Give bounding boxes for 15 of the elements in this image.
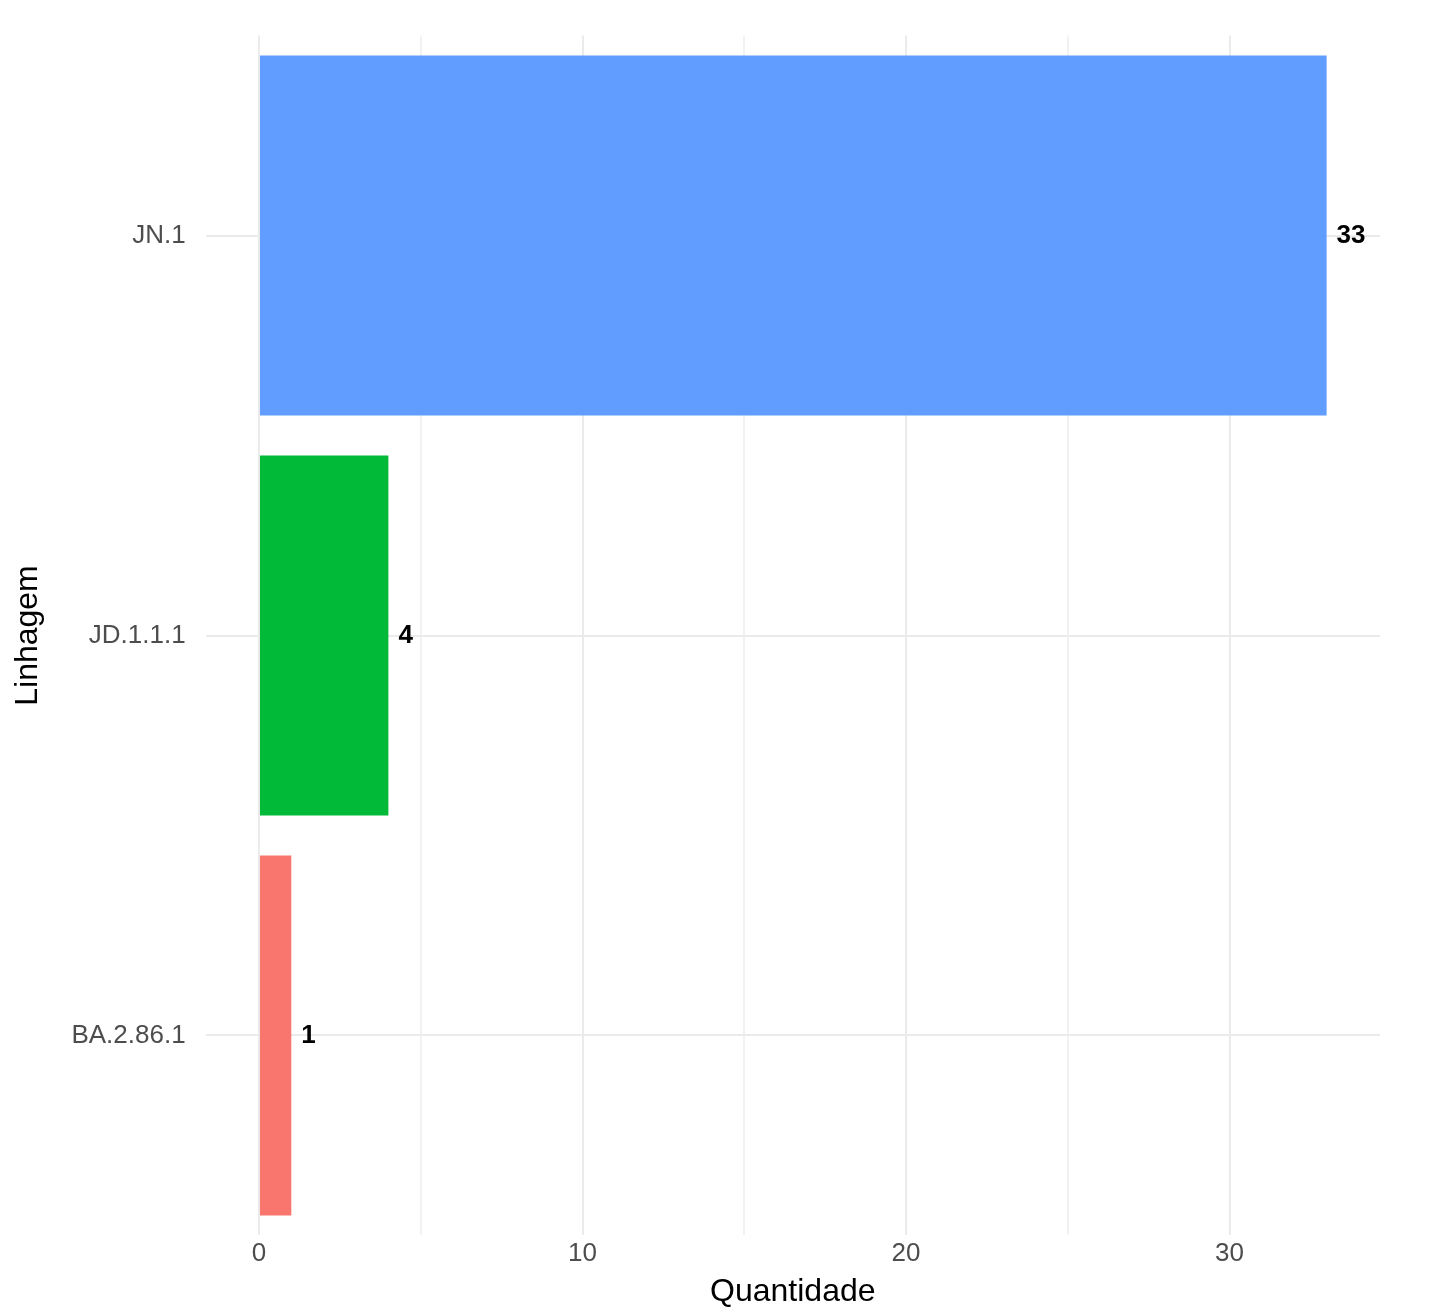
y-tick-label: BA.2.86.1 bbox=[71, 1018, 186, 1049]
y-tick-label: JN.1 bbox=[132, 218, 186, 249]
x-tick-label: 20 bbox=[891, 1237, 921, 1268]
data-label: 4 bbox=[398, 618, 414, 649]
bar bbox=[259, 55, 1327, 416]
x-axis-title: Quantidade bbox=[710, 1271, 876, 1308]
data-label: 33 bbox=[1336, 218, 1366, 249]
y-tick-label: JD.1.1.1 bbox=[88, 618, 186, 649]
x-tick-label: 30 bbox=[1215, 1237, 1245, 1268]
y-axis-title: Linhagem bbox=[8, 565, 45, 706]
x-tick-label: 0 bbox=[251, 1237, 267, 1268]
bar bbox=[259, 455, 389, 816]
data-label: 1 bbox=[301, 1018, 316, 1049]
x-tick-label: 10 bbox=[568, 1237, 597, 1268]
bar bbox=[259, 855, 292, 1216]
